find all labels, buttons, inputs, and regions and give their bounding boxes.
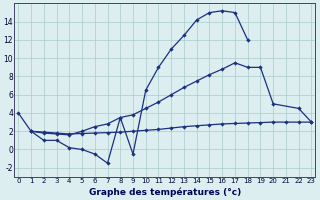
X-axis label: Graphe des températures (°c): Graphe des températures (°c)	[89, 187, 241, 197]
